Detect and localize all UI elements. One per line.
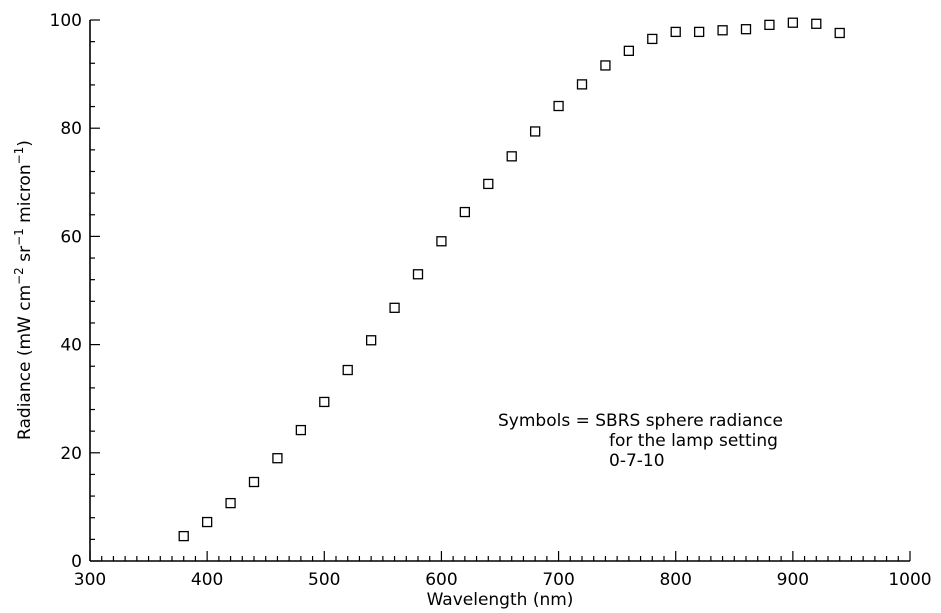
y-axis-title-end: ) — [15, 140, 35, 147]
data-point-marker — [459, 206, 471, 218]
x-tick-label: 300 — [74, 570, 106, 590]
data-point-marker — [342, 364, 353, 376]
data-point-marker — [272, 453, 283, 464]
y-tick-label: 60 — [60, 227, 82, 247]
data-point-marker — [225, 497, 236, 509]
y-tick-label: 20 — [60, 444, 82, 464]
data-point-marker — [506, 151, 517, 162]
y-tick-label: 80 — [60, 119, 82, 139]
data-point-marker — [295, 424, 307, 436]
data-point-marker — [717, 25, 728, 36]
data-point-marker — [647, 33, 658, 45]
x-tick-label: 500 — [308, 570, 340, 590]
x-tick-label: 600 — [425, 570, 457, 590]
data-point-marker — [389, 302, 400, 313]
x-tick-label: 900 — [777, 570, 809, 590]
y-tick-label: 0 — [71, 552, 82, 572]
data-point-marker — [178, 530, 189, 542]
data-point-marker — [248, 476, 260, 488]
annotation-line-2: for the lamp setting — [609, 431, 778, 451]
x-axis-title: Wavelength (nm) — [427, 590, 574, 610]
y-axis-title-exp2: −1 — [12, 228, 26, 246]
y-tick-label: 40 — [60, 336, 82, 356]
data-point-marker — [529, 126, 541, 137]
data-point-marker — [600, 60, 611, 71]
y-tick-label: 100 — [50, 11, 82, 31]
annotation: Symbols = SBRS sphere radiance for the l… — [498, 411, 783, 471]
data-point-marker — [201, 516, 213, 528]
x-tick-label: 1000 — [888, 570, 931, 590]
data-point-marker — [576, 79, 588, 90]
x-tick-label: 800 — [659, 570, 691, 590]
data-point-marker — [436, 236, 447, 247]
data-point-marker — [412, 269, 424, 280]
data-point-marker — [670, 26, 681, 38]
data-point-marker — [787, 17, 799, 28]
data-point-marker — [764, 19, 775, 31]
annotation-line-1: Symbols = SBRS sphere radiance — [498, 411, 783, 431]
data-point-marker — [811, 18, 822, 29]
data-markers — [178, 17, 845, 542]
y-axis-title-micron: micron — [15, 164, 35, 228]
data-point-marker — [623, 45, 635, 56]
y-axis-title-base: Radiance (mW cm — [15, 285, 35, 440]
x-tick-label: 400 — [191, 570, 223, 590]
data-point-marker — [319, 396, 330, 408]
x-tick-label: 700 — [542, 570, 574, 590]
data-point-marker — [365, 335, 377, 346]
y-axis-title-exp3: −1 — [12, 147, 26, 165]
y-axis-title: Radiance (mW cm−2 sr−1 micron−1) — [12, 140, 35, 440]
axes — [89, 20, 910, 562]
y-axis-title-sr: sr — [15, 246, 35, 267]
tick-labels: 300 400 500 600 700 800 900 1000 0 20 40 60 80 100 — [50, 11, 932, 590]
data-point-marker — [834, 27, 845, 39]
data-point-marker — [740, 24, 752, 35]
annotation-line-3: 0-7-10 — [609, 451, 665, 471]
data-point-marker — [553, 100, 564, 112]
data-point-marker — [693, 26, 705, 38]
y-axis-title-exp1: −2 — [12, 267, 26, 285]
ticks — [89, 19, 911, 562]
data-point-marker — [483, 178, 494, 190]
